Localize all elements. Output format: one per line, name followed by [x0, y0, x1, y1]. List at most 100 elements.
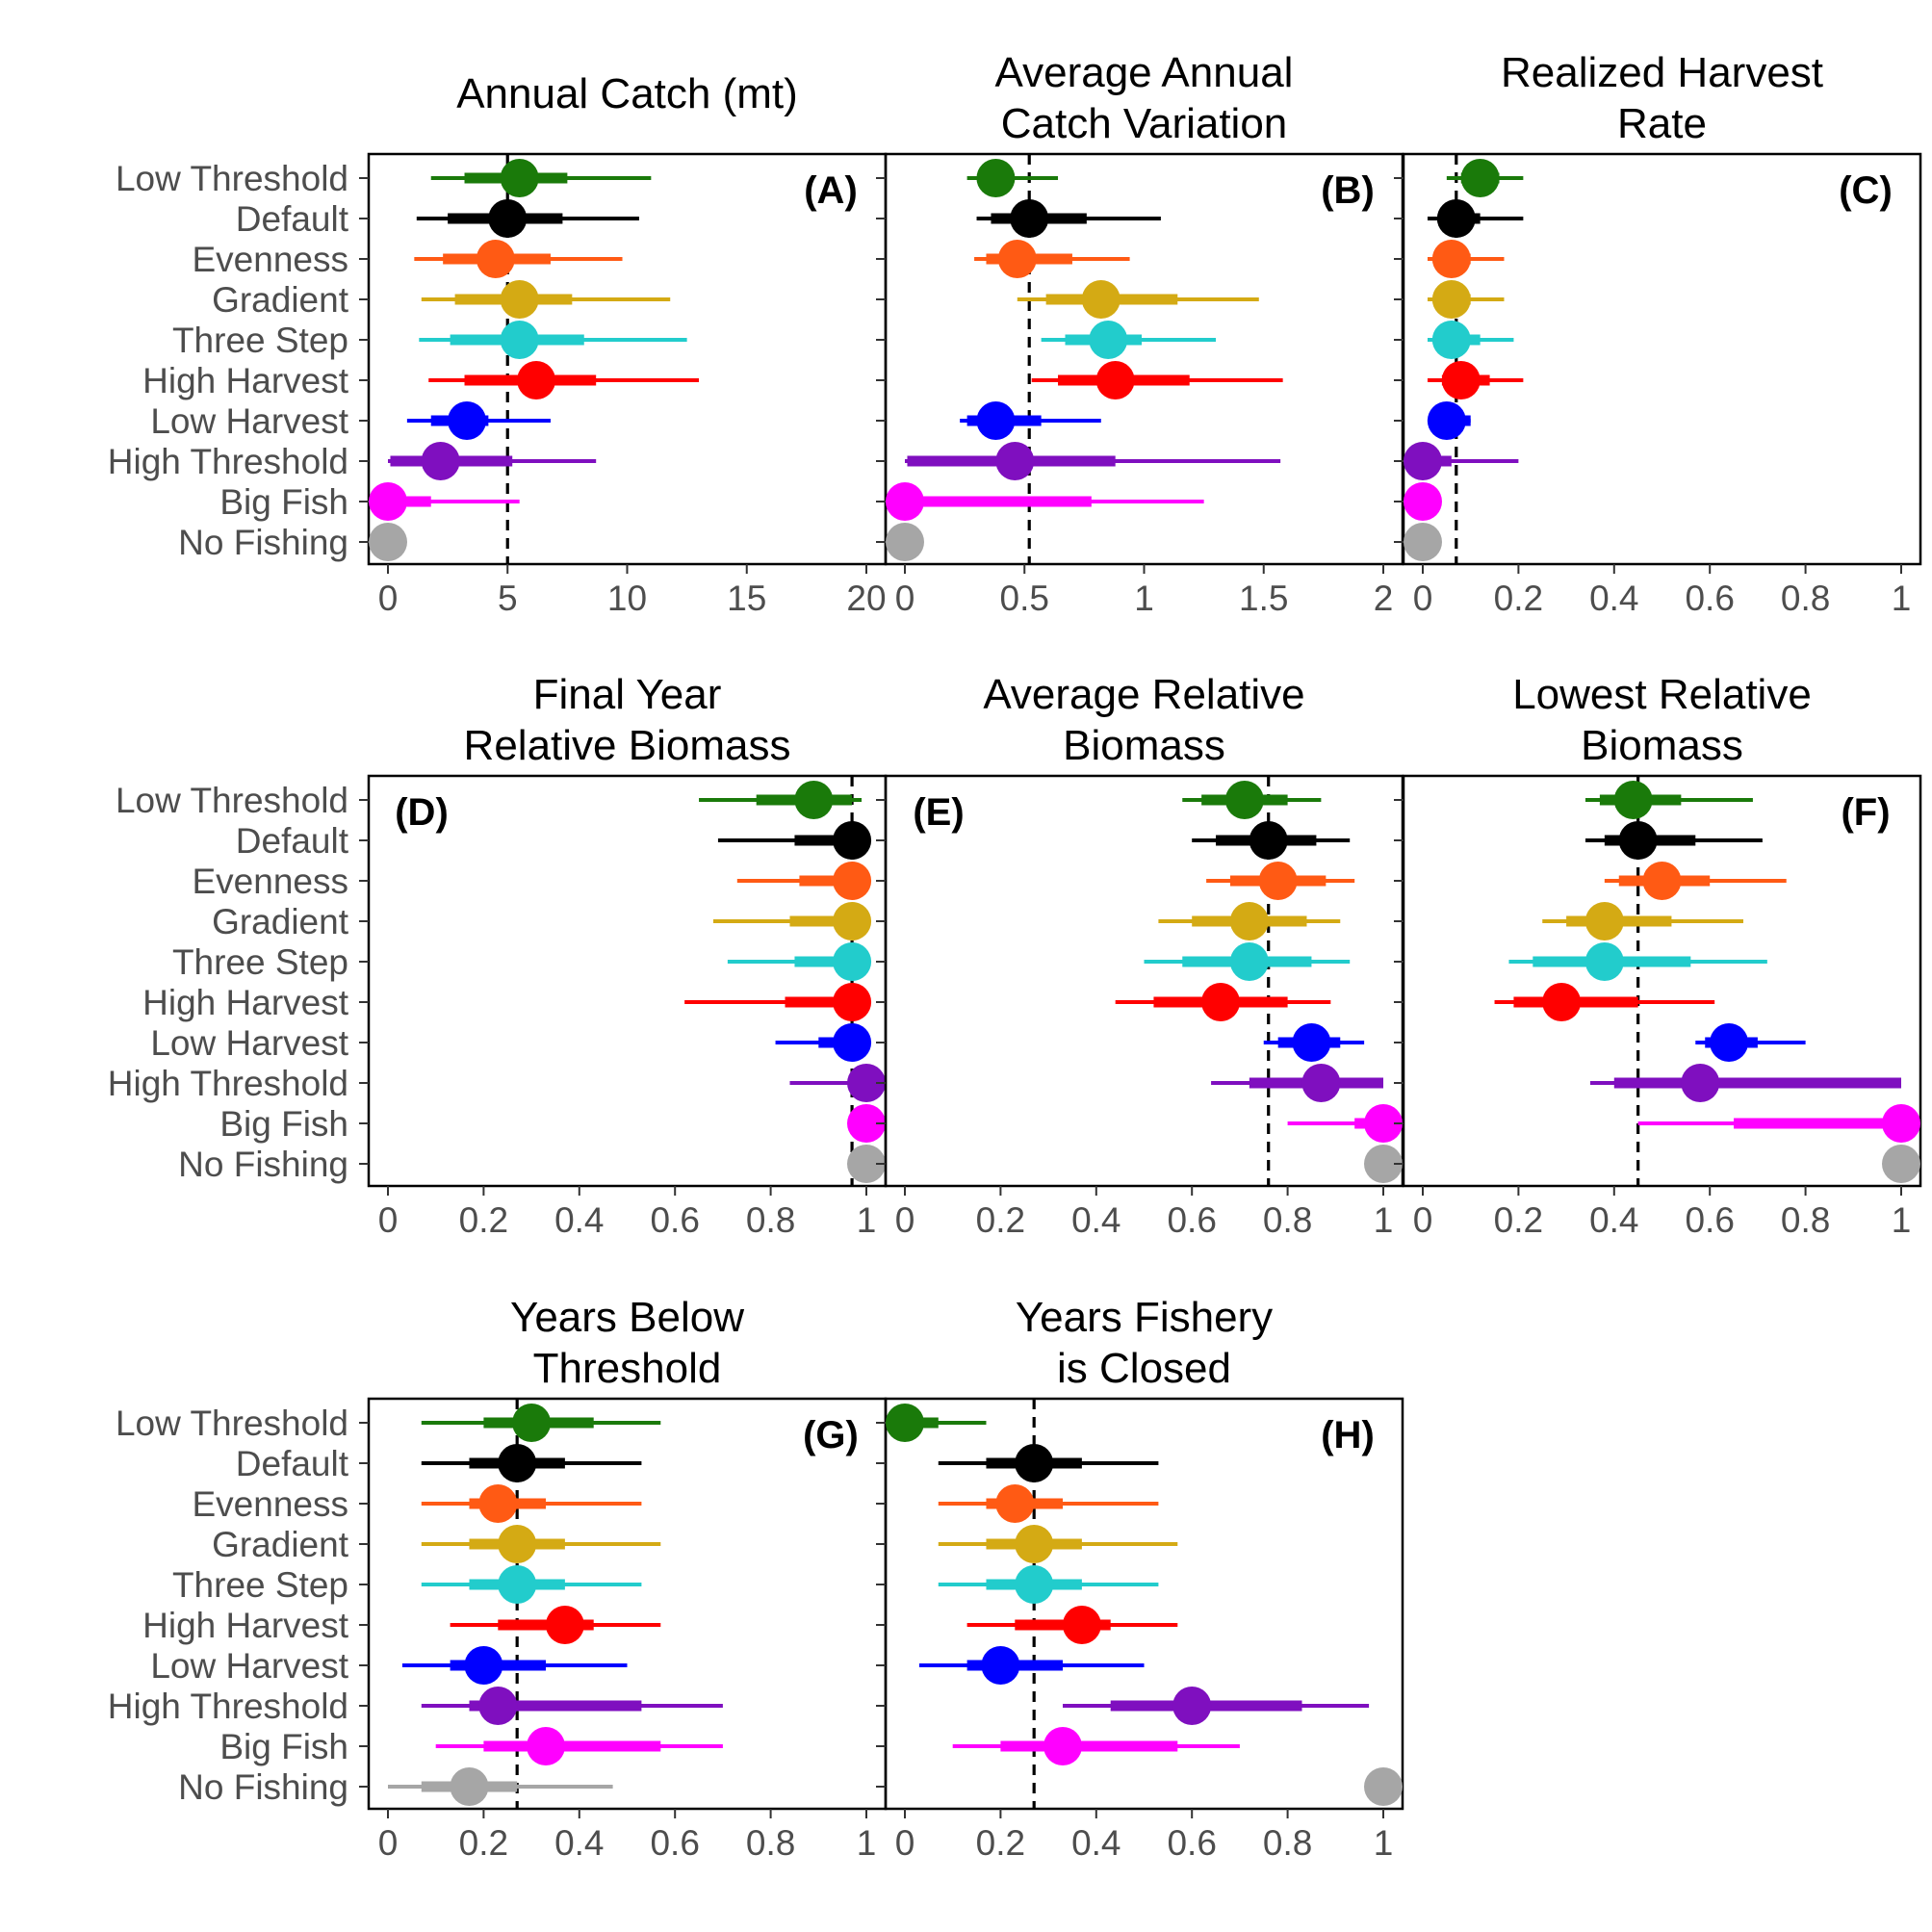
median-point-low-threshold	[794, 781, 834, 819]
x-tick-label: 1	[1892, 1200, 1912, 1240]
median-point-gradient	[1015, 1525, 1054, 1563]
x-tick-label: 0.8	[1781, 1200, 1830, 1240]
median-point-big-fish	[1404, 482, 1442, 521]
median-point-gradient	[1081, 280, 1121, 319]
panel-border	[1402, 152, 1922, 566]
x-tick-label: 0.4	[1071, 1823, 1121, 1863]
y-tick-label: Low Harvest	[150, 401, 348, 441]
y-tick-label: Big Fish	[219, 1727, 348, 1766]
median-point-gradient	[500, 280, 539, 319]
median-point-big-fish	[369, 482, 407, 521]
median-point-evenness	[997, 240, 1037, 278]
x-tick-label: 0.8	[1263, 1823, 1312, 1863]
x-tick-label: 20	[846, 579, 886, 618]
median-point-high-harvest	[545, 1606, 584, 1644]
median-point-high-harvest	[1201, 983, 1241, 1021]
panel-title-line: Average Relative	[983, 671, 1304, 718]
median-point-evenness	[1431, 240, 1471, 278]
panel-title-line: Rate	[1617, 100, 1707, 147]
median-point-default	[488, 199, 528, 238]
median-point-no-fishing	[1882, 1145, 1920, 1183]
median-point-default	[1015, 1444, 1054, 1482]
y-tick-label: Gradient	[212, 902, 349, 941]
median-point-evenness	[995, 1484, 1035, 1523]
x-tick-label: 0	[378, 1823, 399, 1863]
panel-title-line: Threshold	[533, 1345, 722, 1392]
median-point-high-threshold	[995, 442, 1035, 480]
x-tick-label: 0	[895, 579, 915, 618]
panel-title-line: Years Below	[510, 1294, 744, 1341]
median-point-high-harvest	[1441, 361, 1481, 399]
x-tick-label: 0.6	[650, 1823, 699, 1863]
panel-title-line: Realized Harvest	[1501, 49, 1823, 96]
x-tick-label: 0.4	[554, 1200, 604, 1240]
y-tick-label: Evenness	[193, 1484, 349, 1524]
median-point-high-threshold	[1172, 1687, 1212, 1725]
median-point-three-step	[833, 942, 872, 981]
x-tick-label: 0.6	[1685, 579, 1734, 618]
y-tick-label: Default	[236, 199, 349, 239]
median-point-big-fish	[847, 1104, 886, 1143]
x-tick-label: 0.8	[746, 1200, 795, 1240]
median-point-low-threshold	[886, 1404, 924, 1442]
median-point-big-fish	[886, 482, 924, 521]
median-point-big-fish	[1043, 1727, 1083, 1765]
x-tick-label: 0	[1413, 1200, 1433, 1240]
median-point-three-step	[498, 1565, 537, 1604]
panel-title-line: Average Annual	[995, 49, 1294, 96]
median-point-low-harvest	[1292, 1023, 1331, 1062]
median-point-low-threshold	[512, 1404, 552, 1442]
x-tick-label: 0.2	[976, 1200, 1025, 1240]
x-tick-label: 0.6	[650, 1200, 699, 1240]
median-point-default	[1010, 199, 1049, 238]
x-tick-label: 0.4	[1589, 579, 1638, 618]
median-point-evenness	[1258, 862, 1298, 900]
panel-title-line: Final Year	[533, 671, 722, 718]
x-tick-label: 0.2	[1494, 579, 1543, 618]
panel-letter-label: (F)	[1841, 791, 1890, 834]
median-point-low-threshold	[500, 159, 539, 197]
y-tick-label: Three Step	[172, 321, 348, 360]
y-tick-label: Low Harvest	[150, 1646, 348, 1686]
median-point-evenness	[478, 1484, 518, 1523]
median-point-low-harvest	[448, 401, 487, 440]
x-tick-label: 0	[895, 1200, 915, 1240]
median-point-big-fish	[1882, 1104, 1920, 1143]
x-tick-label: 0.4	[1071, 1200, 1121, 1240]
median-point-gradient	[1431, 280, 1471, 319]
x-tick-label: 0	[1413, 579, 1433, 618]
x-tick-label: 0.2	[1494, 1200, 1543, 1240]
median-point-no-fishing	[886, 523, 924, 561]
y-tick-label: No Fishing	[178, 1145, 348, 1184]
y-tick-label: High Threshold	[108, 1064, 348, 1103]
x-tick-label: 0.2	[976, 1823, 1025, 1863]
panel-title-line: Lowest Relative	[1512, 671, 1812, 718]
x-tick-label: 1.5	[1239, 579, 1288, 618]
y-tick-label: Evenness	[193, 862, 349, 901]
panel-letter-label: (E)	[913, 791, 964, 834]
median-point-high-threshold	[421, 442, 460, 480]
y-tick-label: Big Fish	[219, 482, 348, 522]
median-point-three-step	[1431, 321, 1471, 359]
x-tick-label: 10	[607, 579, 647, 618]
x-tick-label: 1	[1892, 579, 1912, 618]
x-tick-label: 0.8	[746, 1823, 795, 1863]
y-tick-label: Gradient	[212, 1525, 349, 1564]
median-point-three-step	[1089, 321, 1128, 359]
median-point-big-fish	[527, 1727, 566, 1765]
x-tick-label: 0.2	[459, 1200, 508, 1240]
y-tick-label: High Harvest	[142, 1606, 349, 1645]
median-point-low-harvest	[1710, 1023, 1749, 1062]
x-tick-label: 0.6	[1685, 1200, 1734, 1240]
panel-a: Annual Catch (mt) (A) 0 5 10 15 20 Low Threshol…	[108, 70, 888, 618]
median-point-default	[833, 821, 872, 860]
x-tick-label: 1	[1134, 579, 1154, 618]
median-point-gradient	[833, 902, 872, 940]
median-point-no-fishing	[450, 1767, 489, 1806]
median-point-low-harvest	[976, 401, 1016, 440]
